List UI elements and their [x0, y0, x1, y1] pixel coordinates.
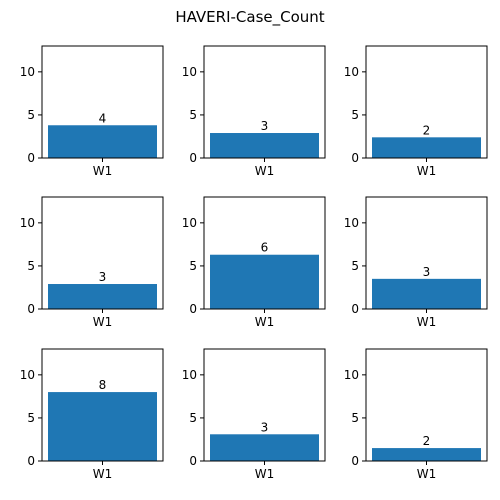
x-tick-label: W1 [93, 164, 113, 178]
bar [372, 448, 481, 461]
subplot-7: 8 0 5 10 W1 [20, 348, 164, 481]
y-tick-label: 0 [27, 151, 35, 165]
bar [210, 133, 319, 158]
y-tick-label: 5 [351, 108, 359, 122]
x-tick-label: W1 [255, 467, 275, 481]
y-tick-label: 0 [189, 151, 197, 165]
subplot-6: 3 0 5 10 W1 [344, 196, 488, 329]
data-label: 3 [99, 270, 107, 284]
y-tick-label: 0 [351, 151, 359, 165]
x-tick-label: W1 [255, 164, 275, 178]
chart-title: HAVERI-Case_Count [175, 8, 324, 27]
x-tick-label: W1 [93, 315, 113, 329]
bar [210, 254, 319, 309]
bar [48, 125, 157, 158]
bar [372, 278, 481, 309]
x-tick-label: W1 [93, 467, 113, 481]
y-tick-label: 0 [189, 302, 197, 316]
x-tick-label: W1 [255, 315, 275, 329]
subplot-4: 3 0 5 10 W1 [20, 196, 164, 329]
subplot-3: 2 0 5 10 W1 [344, 45, 488, 178]
y-tick-label: 5 [351, 259, 359, 273]
data-label: 2 [423, 123, 431, 137]
y-tick-label: 10 [20, 216, 35, 230]
data-label: 3 [261, 420, 269, 434]
y-tick-label: 5 [27, 411, 35, 425]
y-tick-label: 5 [27, 259, 35, 273]
x-tick-label: W1 [417, 164, 437, 178]
data-label: 2 [423, 434, 431, 448]
y-tick-label: 10 [182, 368, 197, 382]
data-label: 6 [261, 241, 269, 255]
y-tick-label: 0 [189, 454, 197, 468]
y-tick-label: 10 [182, 216, 197, 230]
y-tick-label: 0 [27, 302, 35, 316]
bar [48, 392, 157, 461]
y-tick-label: 5 [189, 108, 197, 122]
chart-panels: 4 0 5 10 W1 3 0 5 10 W1 2 0 5 10 W1 3 0 5 10 W1 6 0 5 10 W1 3 0 5 10… [20, 45, 488, 481]
data-label: 4 [99, 111, 107, 125]
y-tick-label: 10 [182, 65, 197, 79]
data-label: 3 [423, 265, 431, 279]
y-tick-label: 10 [344, 216, 359, 230]
y-tick-label: 5 [189, 411, 197, 425]
y-tick-label: 10 [344, 65, 359, 79]
bar [372, 137, 481, 158]
data-label: 3 [261, 119, 269, 133]
y-tick-label: 5 [27, 108, 35, 122]
y-tick-label: 10 [20, 65, 35, 79]
x-tick-label: W1 [417, 467, 437, 481]
y-tick-label: 10 [344, 368, 359, 382]
subplot-5: 6 0 5 10 W1 [182, 196, 326, 329]
y-tick-label: 5 [189, 259, 197, 273]
y-tick-label: 0 [27, 454, 35, 468]
y-tick-label: 0 [351, 454, 359, 468]
subplot-2: 3 0 5 10 W1 [182, 45, 326, 178]
x-tick-label: W1 [417, 315, 437, 329]
y-tick-label: 5 [351, 411, 359, 425]
subplot-9: 2 0 5 10 W1 [344, 348, 488, 481]
subplot-8: 3 0 5 10 W1 [182, 348, 326, 481]
bar [48, 284, 157, 309]
y-tick-label: 0 [351, 302, 359, 316]
subplot-1: 4 0 5 10 W1 [20, 45, 164, 178]
y-tick-label: 10 [20, 368, 35, 382]
data-label: 8 [99, 378, 107, 392]
bar [210, 434, 319, 461]
